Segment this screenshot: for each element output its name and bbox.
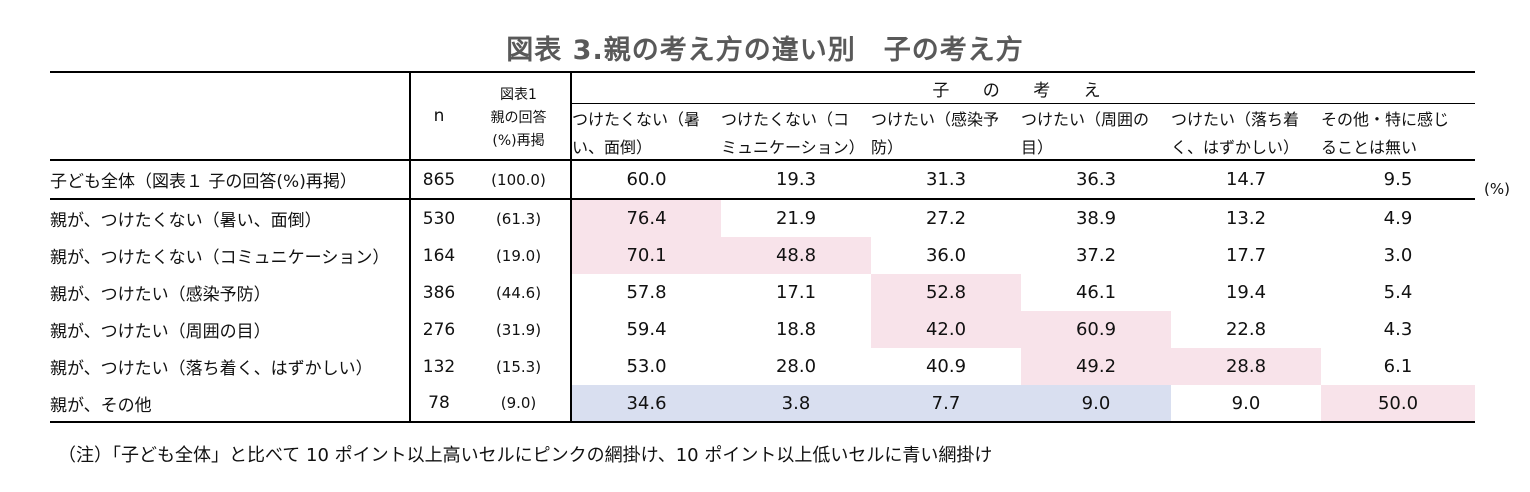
table-cell: 52.8	[871, 274, 1021, 311]
table-row: 親が、つけたくない（コミュニケーション） 164 (19.0) 70.1 48.…	[50, 237, 1475, 274]
row-n: 78	[409, 385, 467, 423]
table-cell: 50.0	[1321, 385, 1475, 423]
row-pct: (31.9)	[495, 320, 542, 339]
table-row: 親が、つけたい（落ち着く、はずかしい） 132 (15.3) 53.0 28.0…	[50, 348, 1475, 385]
table-cell: 28.0	[775, 356, 817, 377]
ref-header-line3: (%)再掲	[492, 133, 545, 149]
table-title: 図表 3.親の考え方の違い別 子の考え方	[506, 35, 1024, 66]
table-cell: 38.9	[1021, 198, 1171, 237]
table-row: 親が、つけたくない（暑い、面倒） 530 (61.3) 76.4 21.9 27…	[50, 198, 1475, 237]
row-pct: (15.3)	[495, 357, 542, 376]
table-cell: 4.9	[1321, 198, 1475, 237]
table-row: 親が、その他 78 (9.0) 34.6 3.8 7.7 9.0 9.0 50.…	[50, 385, 1475, 423]
row-label: 親が、つけたい（落ち着く、はずかしい）	[50, 359, 373, 379]
table-cell: 3.0	[1383, 245, 1413, 266]
table-cell: 48.8	[721, 237, 871, 274]
header-blank	[50, 71, 410, 104]
row-pct: (9.0)	[467, 385, 571, 423]
row-n: 386	[409, 274, 467, 311]
table-cell: 17.1	[775, 282, 817, 303]
footnote: （注）「子ども全体」と比べて 10 ポイント以上高いセルにピンクの網掛け、10 …	[58, 445, 993, 466]
row-n: 530	[409, 198, 467, 237]
header-row-3: (%)再掲 い、面倒） ミュニケーション） 防） 目） く、はずかしい） ること…	[50, 132, 1475, 160]
table-cell: 76.4	[570, 198, 721, 237]
table-cell: 53.0	[570, 348, 721, 385]
row-n: 164	[409, 237, 467, 274]
ref-header-line2: 親の回答	[490, 109, 547, 126]
total-row-n: 865	[409, 159, 467, 199]
table-cell: 17.7	[1225, 245, 1267, 266]
table-cell: 70.1	[570, 237, 721, 274]
header-row-2: 親の回答 つけたくない（暑 つけたくない（コ つけたい（感染予 つけたい（周囲の…	[50, 103, 1475, 132]
row-label: 親が、つけたい（感染予防）	[50, 285, 271, 305]
ref-header-line1: 図表1	[467, 71, 571, 104]
table-cell: 57.8	[570, 274, 721, 311]
row-pct: (61.3)	[467, 198, 571, 237]
col-header-5-line2: く、はずかしい）	[1171, 137, 1300, 157]
table-cell: 46.1	[1075, 282, 1117, 303]
total-row-label: 子ども全体（図表１ 子の回答(%)再掲）	[50, 159, 410, 199]
total-row-pct: (100.0)	[467, 159, 571, 199]
row-label: 親が、つけたくない（暑い、面倒）	[50, 198, 410, 237]
total-cell-1: 60.0	[570, 159, 721, 199]
table-cell: 37.2	[1075, 245, 1117, 266]
table-cell: 36.0	[925, 245, 967, 266]
table-cell: 27.2	[871, 198, 1021, 237]
table-cell: 3.8	[721, 385, 871, 423]
total-cell-4: 36.3	[1021, 159, 1171, 199]
row-pct: (44.6)	[495, 283, 542, 302]
row-n: 276	[409, 311, 467, 348]
table-cell: 13.2	[1171, 198, 1321, 237]
header-row-1: n 図表1 子 の 考 え	[50, 71, 1475, 160]
table-cell: 60.9	[1021, 311, 1171, 348]
table-cell: 59.4	[570, 311, 721, 348]
col-header-3-line1: つけたい（感染予	[871, 110, 1000, 129]
table-cell: 34.6	[570, 385, 721, 423]
col-header-6-line2: ることは無い	[1321, 137, 1418, 157]
row-n: 132	[409, 348, 467, 385]
table-cell: 9.0	[1021, 385, 1171, 423]
table-cell: 18.8	[775, 319, 817, 340]
col-header-2-line2: ミュニケーション）	[721, 137, 865, 157]
table-cell: 28.8	[1171, 348, 1321, 385]
table-cell: 19.4	[1225, 282, 1267, 303]
table-cell: 9.0	[1171, 385, 1321, 423]
col-header-1-line2: い、面倒）	[570, 132, 721, 160]
table-cell: 49.2	[1021, 348, 1171, 385]
row-pct: (19.0)	[495, 246, 542, 265]
table-cell: 4.3	[1383, 319, 1413, 340]
table-cell: 5.4	[1383, 282, 1413, 303]
row-label: 親が、つけたい（周囲の目）	[50, 322, 271, 342]
crosstab-table: n 図表1 子 の 考 え 親の回答 つけたくない（暑 つけたくない（コ つけた…	[50, 71, 1475, 423]
row-label: 親が、その他	[50, 385, 410, 423]
table-row: 親が、つけたい（感染予防） 386 (44.6) 57.8 17.1 52.8 …	[50, 274, 1475, 311]
total-cell-3: 31.3	[871, 159, 1021, 199]
col-header-2-line1: つけたくない（コ	[721, 110, 850, 129]
table-row: 親が、つけたい（周囲の目） 276 (31.9) 59.4 18.8 42.0 …	[50, 311, 1475, 348]
col-header-6-line1: その他・特に感じ	[1321, 110, 1450, 129]
row-label: 親が、つけたくない（コミュニケーション）	[50, 248, 390, 268]
table-cell: 42.0	[871, 311, 1021, 348]
total-row: 子ども全体（図表１ 子の回答(%)再掲） 865 (100.0) 60.0 19…	[50, 159, 1475, 199]
total-cell-5: 14.7	[1171, 159, 1321, 199]
table-cell: 22.8	[1225, 319, 1267, 340]
total-cell-2: 19.3	[721, 159, 871, 199]
col-header-3-line2: 防）	[871, 137, 904, 157]
n-header: n	[409, 71, 467, 160]
child-group-header: 子 の 考 え	[570, 71, 1475, 104]
table-cell: 7.7	[871, 385, 1021, 423]
table-cell: 21.9	[721, 198, 871, 237]
col-header-5-line1: つけたい（落ち着	[1171, 110, 1300, 129]
table-cell: 6.1	[1383, 356, 1413, 377]
col-header-1-line1: つけたくない（暑	[570, 103, 721, 132]
col-header-4-line1: つけたい（周囲の	[1021, 110, 1150, 129]
total-cell-6: 9.5	[1321, 159, 1475, 199]
unit-label: (%)	[1484, 180, 1510, 198]
col-header-4-line2: 目）	[1021, 137, 1054, 157]
table-cell: 40.9	[925, 356, 967, 377]
